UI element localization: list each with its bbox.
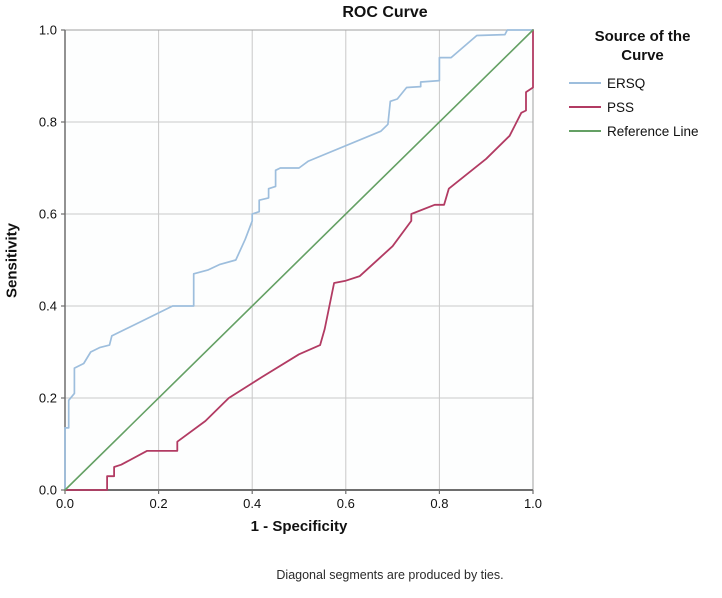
legend: Source of the Curve ERSQ PSS Reference Lin…	[565, 28, 720, 148]
x-tick-label: 1.0	[524, 496, 542, 511]
x-tick-label: 0.4	[243, 496, 261, 511]
x-axis-label: 1 - Specificity	[250, 518, 348, 535]
legend-row: PSS	[569, 100, 720, 115]
x-tick-label: 0.2	[150, 496, 168, 511]
legend-title: Source of the Curve	[594, 28, 691, 64]
legend-row: Reference Line	[569, 124, 720, 139]
series-line-reference-line	[64, 29, 534, 491]
y-tick-label: 0.2	[39, 391, 57, 406]
legend-label: ERSQ	[607, 75, 646, 91]
legend-row: ERSQ	[569, 76, 720, 91]
y-tick-label: 0.6	[39, 207, 57, 222]
legend-label: Reference Line	[607, 123, 699, 139]
legend-swatch-reference-line	[569, 130, 601, 132]
series-line-ersq	[64, 29, 534, 491]
x-tick-label: 0.8	[430, 496, 448, 511]
y-axis-label: Sensitivity	[3, 222, 21, 299]
legend-entries: ERSQ PSS Reference Line	[565, 76, 720, 139]
y-tick-label: 0.4	[39, 299, 57, 314]
y-tick-label: 1.0	[39, 23, 57, 38]
x-tick-label: 0.6	[337, 496, 355, 511]
chart-title: ROC Curve	[342, 4, 428, 21]
legend-swatch-ersq	[569, 82, 601, 84]
legend-swatch-pss	[569, 106, 601, 108]
x-tick-label: 0.0	[56, 496, 74, 511]
y-tick-label: 0.8	[39, 115, 57, 130]
y-tick-label: 0.0	[39, 483, 57, 498]
series-line-pss	[64, 29, 534, 491]
legend-label: PSS	[607, 99, 635, 115]
chart-footnote: Diagonal segments are produced by ties.	[276, 568, 504, 582]
